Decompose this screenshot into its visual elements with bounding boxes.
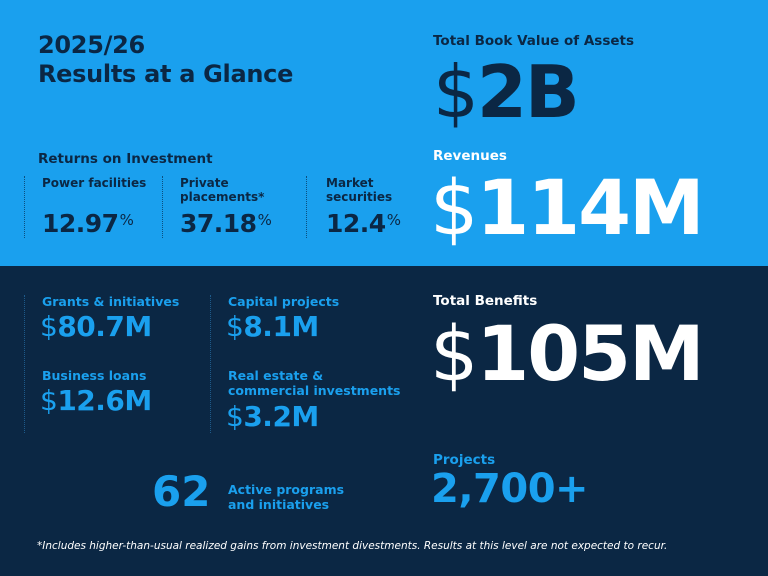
roi-number: 12.4 [326, 209, 386, 238]
capital-projects-label: Capital projects [228, 294, 340, 309]
roi-label-power: Power facilities [42, 176, 147, 190]
projects-label: Projects [433, 452, 496, 468]
book-value-label: Total Book Value of Assets [433, 33, 635, 49]
roi-label-private: Private placements* [180, 176, 265, 204]
report-year: 2025/26 [38, 31, 145, 59]
revenues-number: 114M [476, 163, 704, 252]
real-estate-amount: $3.2M [226, 400, 319, 433]
total-benefits-amount: $105M [430, 316, 705, 392]
currency-symbol: $ [433, 50, 479, 134]
roi-number: 12.97 [42, 209, 119, 238]
roi-value-power: 12.97% [42, 209, 134, 238]
business-loans-number: 12.6M [57, 384, 152, 417]
roi-value-market: 12.4% [326, 209, 401, 238]
bottom-panel [0, 266, 768, 576]
business-loans-amount: $12.6M [40, 384, 152, 417]
percent-unit: % [119, 211, 134, 229]
programs-count: 62 [152, 467, 211, 516]
returns-divider [306, 176, 307, 238]
revenues-label: Revenues [433, 148, 507, 164]
page-title: Results at a Glance [38, 60, 294, 88]
percent-unit: % [257, 211, 272, 229]
real-estate-number: 3.2M [243, 400, 319, 433]
benefits-divider [210, 295, 211, 433]
total-benefits-number: 105M [476, 309, 704, 398]
currency-symbol: $ [430, 163, 478, 252]
business-loans-label: Business loans [42, 368, 147, 383]
top-panel [0, 0, 768, 266]
currency-symbol: $ [430, 309, 478, 398]
grants-number: 80.7M [57, 310, 152, 343]
benefits-divider [24, 295, 25, 433]
capital-projects-amount: $8.1M [226, 310, 319, 343]
roi-label-market: Market securities [326, 176, 393, 204]
projects-value: 2,700+ [431, 466, 589, 512]
currency-symbol: $ [40, 384, 58, 417]
roi-value-private: 37.18% [180, 209, 272, 238]
grants-label: Grants & initiatives [42, 294, 180, 309]
real-estate-label: Real estate & commercial investments [228, 368, 401, 398]
returns-divider [24, 176, 25, 238]
currency-symbol: $ [226, 400, 244, 433]
book-value-number: 2B [476, 50, 580, 134]
programs-label: Active programs and initiatives [228, 482, 345, 512]
currency-symbol: $ [226, 310, 244, 343]
grants-amount: $80.7M [40, 310, 152, 343]
roi-number: 37.18 [180, 209, 257, 238]
revenues-amount: $114M [430, 170, 705, 246]
returns-heading: Returns on Investment [38, 151, 213, 167]
capital-projects-number: 8.1M [243, 310, 319, 343]
total-benefits-label: Total Benefits [433, 293, 538, 309]
returns-divider [162, 176, 163, 238]
book-value-amount: $2B [433, 56, 580, 128]
footnote: *Includes higher-than-usual realized gai… [37, 540, 668, 552]
percent-unit: % [386, 211, 401, 229]
currency-symbol: $ [40, 310, 58, 343]
